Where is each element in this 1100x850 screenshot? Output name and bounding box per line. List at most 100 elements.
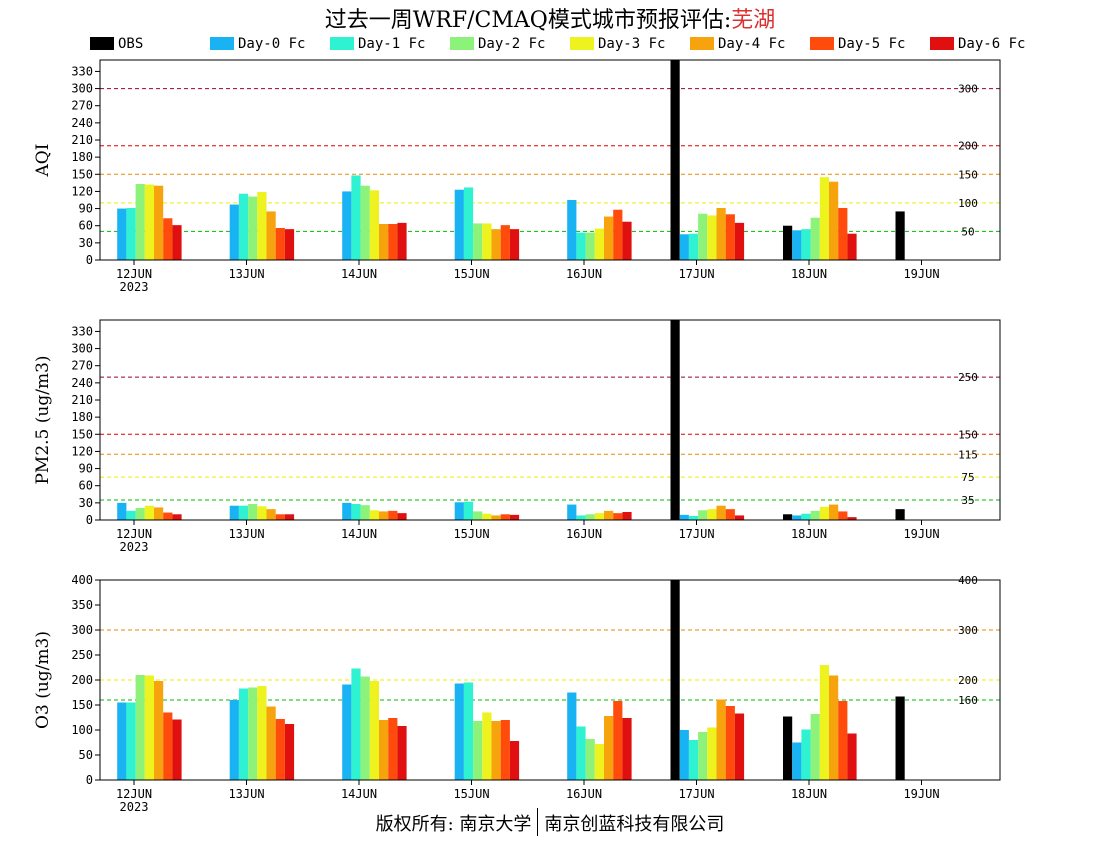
bar xyxy=(567,692,577,780)
bar xyxy=(670,60,680,260)
bar xyxy=(829,181,839,260)
bar xyxy=(284,229,295,260)
bar xyxy=(783,514,793,520)
chart-panel-2: 16020030040005010015020025030035040012JU… xyxy=(33,573,1001,814)
y-tick-label: 330 xyxy=(71,324,93,338)
bar xyxy=(829,504,839,520)
bar xyxy=(716,699,726,780)
bar xyxy=(172,719,182,780)
footer-copyright: 版权所有: 南京大学 xyxy=(375,814,532,835)
bar xyxy=(135,675,145,780)
bar xyxy=(838,208,848,260)
bar xyxy=(847,233,857,260)
bar xyxy=(144,505,154,520)
bar xyxy=(509,741,520,780)
legend-label-day3: Day-3 Fc xyxy=(598,36,666,52)
bar xyxy=(716,505,726,520)
bar xyxy=(135,508,145,520)
threshold-label: 200 xyxy=(958,674,978,687)
threshold-label: 150 xyxy=(958,168,978,181)
bar xyxy=(792,230,802,260)
y-tick-label: 0 xyxy=(86,253,93,267)
chart-panel-1: 35 75 115 150 250 0 30 60 90 120 150 180 210 240 270 30… xyxy=(33,319,1001,554)
bar xyxy=(491,229,501,260)
y-tick-label: 330 xyxy=(71,64,93,78)
bar xyxy=(604,510,614,520)
bar xyxy=(622,718,632,780)
bar xyxy=(509,514,520,520)
x-tick-label: 15JUN xyxy=(453,527,489,541)
bar xyxy=(351,668,361,780)
bar xyxy=(248,196,258,260)
legend-label-day6: Day-6 Fc xyxy=(958,36,1026,52)
legend-swatch-day2 xyxy=(450,37,474,50)
y-axis-title: AQI xyxy=(33,144,53,178)
legend-item-day6: Day-6 Fc xyxy=(930,35,1025,53)
bar xyxy=(716,208,726,260)
bar xyxy=(585,232,595,260)
bar xyxy=(257,686,267,780)
threshold-label: 100 xyxy=(958,197,978,210)
bar xyxy=(698,510,708,520)
bar xyxy=(679,514,689,520)
bar xyxy=(238,505,249,520)
bar xyxy=(163,712,173,780)
bar xyxy=(792,515,802,520)
bar xyxy=(266,211,276,260)
bar xyxy=(463,682,474,780)
threshold-label: 250 xyxy=(958,371,978,384)
threshold-label: 150 xyxy=(958,428,978,441)
bar xyxy=(342,684,352,780)
x-tick-label: 18JUN xyxy=(791,527,827,541)
y-tick-label: 60 xyxy=(79,479,93,493)
bar xyxy=(670,320,680,520)
bar xyxy=(388,224,398,260)
bar xyxy=(895,509,905,520)
bar xyxy=(792,742,802,780)
legend-swatch-obs xyxy=(90,37,114,50)
y-tick-label: 270 xyxy=(71,99,93,113)
bar xyxy=(397,222,407,260)
y-tick-label: 60 xyxy=(79,219,93,233)
legend-label-day0: Day-0 Fc xyxy=(238,36,306,52)
bar xyxy=(397,726,407,780)
bar xyxy=(369,510,379,520)
bar xyxy=(604,716,614,780)
bar xyxy=(725,509,735,520)
footer: 版权所有: 南京大学 南京创蓝科技有限公司 xyxy=(0,808,1100,836)
bar xyxy=(679,234,689,260)
bar xyxy=(172,225,182,260)
bar xyxy=(154,681,164,780)
bar xyxy=(509,229,520,260)
bar xyxy=(342,191,352,260)
bar xyxy=(229,505,239,520)
plot-frame xyxy=(99,319,1001,521)
bar xyxy=(622,512,632,520)
bar xyxy=(473,721,483,780)
x-tick-label: 15JUN xyxy=(453,787,489,801)
bar xyxy=(594,228,604,260)
legend-label-day2: Day-2 Fc xyxy=(478,36,546,52)
legend-swatch-day0 xyxy=(210,37,234,50)
bar xyxy=(154,507,164,520)
bar xyxy=(576,232,586,260)
x-tick-label: 14JUN xyxy=(341,267,377,281)
bar xyxy=(163,512,173,520)
bar xyxy=(688,516,699,520)
bar xyxy=(388,718,398,780)
bar xyxy=(895,696,905,780)
bar xyxy=(454,189,464,260)
y-tick-label: 150 xyxy=(71,167,93,181)
threshold-label: 300 xyxy=(958,624,978,637)
legend-swatch-day6 xyxy=(930,37,954,50)
bar xyxy=(482,712,492,780)
bar xyxy=(117,502,127,520)
y-tick-label: 100 xyxy=(71,723,93,737)
x-tick-label: 15JUN xyxy=(453,267,489,281)
legend-item-obs: OBS xyxy=(90,35,143,53)
bar xyxy=(360,676,370,780)
bar xyxy=(342,502,352,520)
bar xyxy=(707,509,717,520)
bar xyxy=(248,504,258,520)
